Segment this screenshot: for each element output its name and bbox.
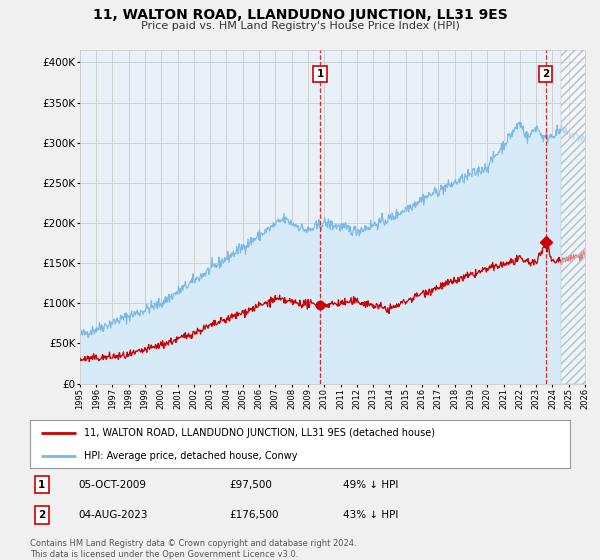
Text: 05-OCT-2009: 05-OCT-2009 — [79, 479, 146, 489]
Text: 1: 1 — [38, 479, 46, 489]
Text: 04-AUG-2023: 04-AUG-2023 — [79, 510, 148, 520]
Text: £97,500: £97,500 — [230, 479, 272, 489]
Text: 49% ↓ HPI: 49% ↓ HPI — [343, 479, 398, 489]
Text: 2: 2 — [542, 69, 549, 79]
Text: Contains HM Land Registry data © Crown copyright and database right 2024.: Contains HM Land Registry data © Crown c… — [30, 539, 356, 548]
Text: This data is licensed under the Open Government Licence v3.0.: This data is licensed under the Open Gov… — [30, 550, 298, 559]
Text: Price paid vs. HM Land Registry's House Price Index (HPI): Price paid vs. HM Land Registry's House … — [140, 21, 460, 31]
Text: 2: 2 — [38, 510, 46, 520]
Text: 1: 1 — [317, 69, 324, 79]
Text: £176,500: £176,500 — [230, 510, 280, 520]
Text: 11, WALTON ROAD, LLANDUDNO JUNCTION, LL31 9ES: 11, WALTON ROAD, LLANDUDNO JUNCTION, LL3… — [92, 8, 508, 22]
Text: 11, WALTON ROAD, LLANDUDNO JUNCTION, LL31 9ES (detached house): 11, WALTON ROAD, LLANDUDNO JUNCTION, LL3… — [84, 428, 435, 438]
Text: HPI: Average price, detached house, Conwy: HPI: Average price, detached house, Conw… — [84, 451, 298, 461]
Text: 43% ↓ HPI: 43% ↓ HPI — [343, 510, 398, 520]
